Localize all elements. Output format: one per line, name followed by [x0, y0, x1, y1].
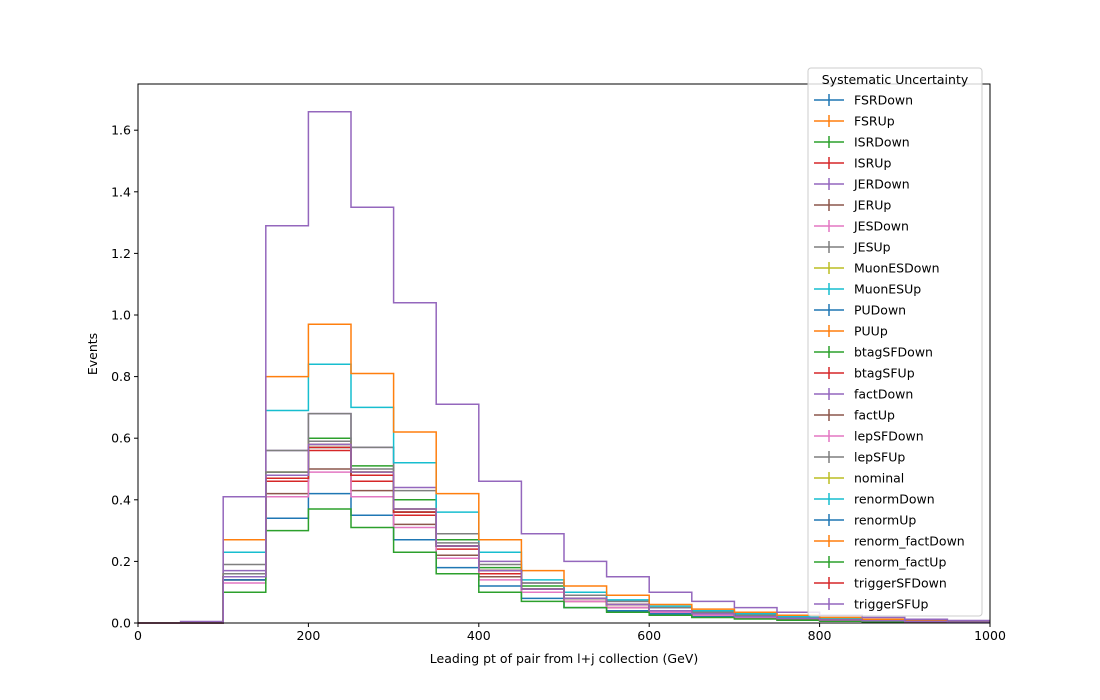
legend-label: ISRUp: [854, 156, 891, 171]
y-tick-label: 0.2: [111, 554, 131, 569]
legend-label: renorm_factDown: [854, 534, 965, 549]
legend-entry: renormDown: [814, 492, 935, 507]
legend-entry: renormUp: [814, 513, 916, 528]
legend-title: Systematic Uncertainty: [822, 72, 969, 87]
legend-entry: JERDown: [814, 177, 910, 192]
series-line-btagSFDown: [138, 508, 990, 624]
legend-label: JESDown: [853, 219, 909, 234]
legend-label: btagSFUp: [854, 366, 915, 381]
legend-label: JERUp: [853, 198, 891, 213]
legend-entry: JERUp: [814, 198, 891, 213]
y-tick-label: 0.8: [111, 369, 131, 384]
legend-label: lepSFDown: [854, 429, 924, 444]
legend-entry: renorm_factUp: [814, 555, 946, 570]
series-layer: [138, 110, 990, 624]
legend-entry: JESUp: [814, 240, 891, 255]
legend-label: nominal: [854, 471, 904, 486]
y-tick-label: 1.4: [111, 184, 131, 199]
series-line-PUUp: [138, 323, 990, 624]
x-axis-label: Leading pt of pair from l+j collection (…: [430, 651, 698, 666]
legend-entry: FSRDown: [814, 93, 913, 108]
legend-label: factUp: [854, 408, 895, 423]
y-axis-label: Events: [85, 333, 100, 375]
legend-label: ISRDown: [854, 135, 910, 150]
legend-label: renorm_factUp: [854, 555, 946, 570]
legend-label: FSRUp: [854, 114, 895, 129]
legend-entry: triggerSFDown: [814, 576, 947, 591]
legend-frame: [807, 67, 983, 617]
y-axis-ticks: 0.0 0.2 0.4 0.6 0.8 1.0 1.2 1.4 1.6: [111, 123, 138, 631]
legend-label: triggerSFUp: [854, 597, 928, 612]
legend-label: btagSFDown: [854, 345, 933, 360]
x-tick-label: 600: [637, 628, 661, 643]
legend-entry: JESDown: [814, 219, 909, 234]
legend-label: PUDown: [854, 303, 906, 318]
plot-area-frame: [137, 83, 991, 624]
x-tick-label: 400: [467, 628, 491, 643]
y-tick-label: 0.4: [111, 492, 131, 507]
legend-entry: lepSFUp: [814, 450, 905, 465]
legend-entry: btagSFDown: [814, 345, 933, 360]
y-tick-label: 1.0: [111, 308, 131, 323]
y-tick-label: 0.0: [111, 616, 131, 631]
legend-entry: MuonESDown: [814, 261, 940, 276]
legend-entry: ISRUp: [814, 156, 891, 171]
legend-entry: PUUp: [814, 324, 888, 339]
legend-entry: ISRDown: [814, 135, 910, 150]
x-tick-label: 0: [134, 628, 142, 643]
legend-entries: FSRDown FSRUp ISRDown ISRUp JERDown JERUp JESD…: [814, 93, 965, 612]
legend-entry: triggerSFUp: [814, 597, 928, 612]
x-tick-label: 200: [296, 628, 320, 643]
y-tick-label: 1.6: [111, 123, 131, 138]
legend-entry: factUp: [814, 408, 895, 423]
legend-label: renormDown: [854, 492, 935, 507]
legend-label: FSRDown: [854, 93, 913, 108]
legend-label: JERDown: [853, 177, 910, 192]
legend-entry: renorm_factDown: [814, 534, 965, 549]
legend-entry: nominal: [814, 471, 904, 486]
legend-label: JESUp: [853, 240, 891, 255]
legend-label: PUUp: [854, 324, 888, 339]
legend-entry: btagSFUp: [814, 366, 915, 381]
legend-label: MuonESUp: [854, 282, 921, 297]
legend-label: lepSFUp: [854, 450, 905, 465]
legend: Systematic Uncertainty FSRDown FSRUp ISRDo…: [807, 67, 983, 617]
legend-entry: MuonESUp: [814, 282, 921, 297]
y-tick-label: 0.6: [111, 431, 131, 446]
legend-label: renormUp: [854, 513, 916, 528]
legend-entry: PUDown: [814, 303, 906, 318]
legend-entry: factDown: [814, 387, 913, 402]
y-tick-label: 1.2: [111, 246, 131, 261]
legend-label: MuonESDown: [854, 261, 940, 276]
legend-label: factDown: [854, 387, 913, 402]
legend-entry: FSRUp: [814, 114, 895, 129]
series-line-triggerSFUp: [138, 443, 990, 624]
x-tick-label: 1000: [974, 628, 1006, 643]
legend-label: triggerSFDown: [854, 576, 947, 591]
x-axis-ticks: 0 200 400 600 800 1000: [134, 623, 1006, 643]
x-tick-label: 800: [808, 628, 832, 643]
legend-entry: lepSFDown: [814, 429, 924, 444]
